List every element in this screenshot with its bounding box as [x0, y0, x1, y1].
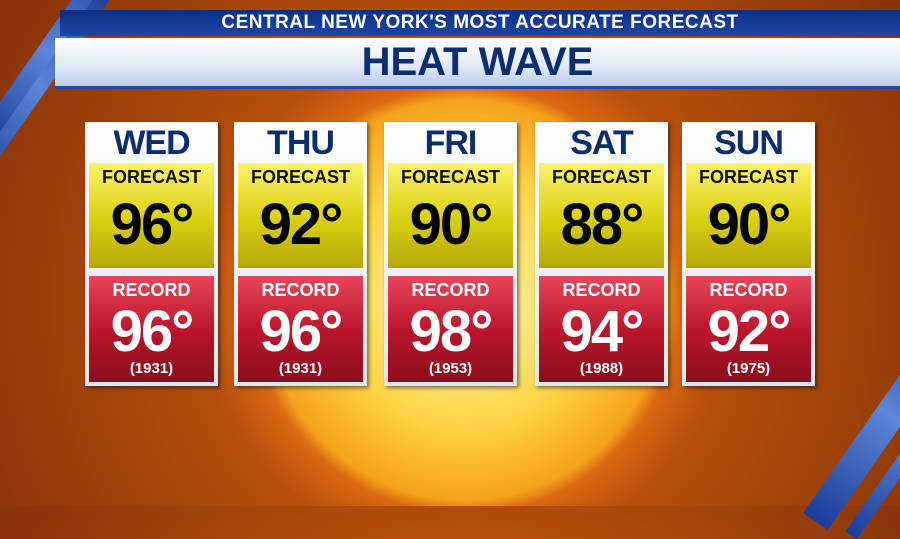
day-card: FRI FORECAST 90° RECORD 98° (1953)	[384, 122, 517, 386]
forecast-box: FORECAST 92°	[238, 163, 363, 268]
record-temp: 96°	[110, 299, 195, 364]
title: HEAT WAVE	[55, 38, 900, 89]
forecast-label: FORECAST	[699, 167, 798, 187]
forecast-box: FORECAST 90°	[388, 163, 513, 268]
forecast-label: FORECAST	[552, 167, 651, 187]
forecast-box: FORECAST 88°	[539, 163, 664, 268]
record-box: RECORD 96° (1931)	[89, 276, 214, 382]
banner: CENTRAL NEW YORK'S MOST ACCURATE FORECAS…	[60, 10, 900, 36]
record-label: RECORD	[562, 280, 641, 300]
record-temp: 96°	[259, 299, 344, 364]
record-year: (1931)	[129, 360, 174, 377]
forecast-temp: 90°	[409, 192, 494, 257]
forecast-box: FORECAST 96°	[89, 163, 214, 268]
day-name: FRI	[424, 124, 478, 162]
day-card: THU FORECAST 92° RECORD 96° (1931)	[234, 122, 367, 386]
forecast-label: FORECAST	[401, 167, 500, 187]
forecast-temp: 92°	[259, 192, 344, 257]
day-card: WED FORECAST 96° RECORD 96° (1931)	[85, 122, 218, 386]
record-year: (1953)	[428, 360, 473, 377]
forecast-label: FORECAST	[251, 167, 350, 187]
forecast-box: FORECAST 90°	[686, 163, 811, 268]
record-box: RECORD 96° (1931)	[238, 276, 363, 382]
day-card: SAT FORECAST 88° RECORD 94° (1988)	[535, 122, 668, 386]
record-label: RECORD	[709, 280, 788, 300]
record-year: (1975)	[726, 360, 771, 377]
record-label: RECORD	[411, 280, 490, 300]
record-box: RECORD 94° (1988)	[539, 276, 664, 382]
day-name: THU	[267, 124, 335, 162]
day-name: SAT	[570, 124, 633, 162]
record-box: RECORD 92° (1975)	[686, 276, 811, 382]
record-label: RECORD	[261, 280, 340, 300]
record-year: (1988)	[579, 360, 624, 377]
forecast-label: FORECAST	[102, 167, 201, 187]
record-temp: 92°	[707, 299, 792, 364]
record-temp: 94°	[560, 299, 645, 364]
forecast-temp: 88°	[560, 192, 645, 257]
day-name: WED	[113, 124, 190, 162]
record-year: (1931)	[278, 360, 323, 377]
day-card: SUN FORECAST 90° RECORD 92° (1975)	[682, 122, 815, 386]
day-name: SUN	[714, 124, 784, 162]
forecast-temp: 96°	[110, 192, 195, 257]
forecast-temp: 90°	[707, 192, 792, 257]
record-box: RECORD 98° (1953)	[388, 276, 513, 382]
record-label: RECORD	[112, 280, 191, 300]
record-temp: 98°	[409, 299, 494, 364]
